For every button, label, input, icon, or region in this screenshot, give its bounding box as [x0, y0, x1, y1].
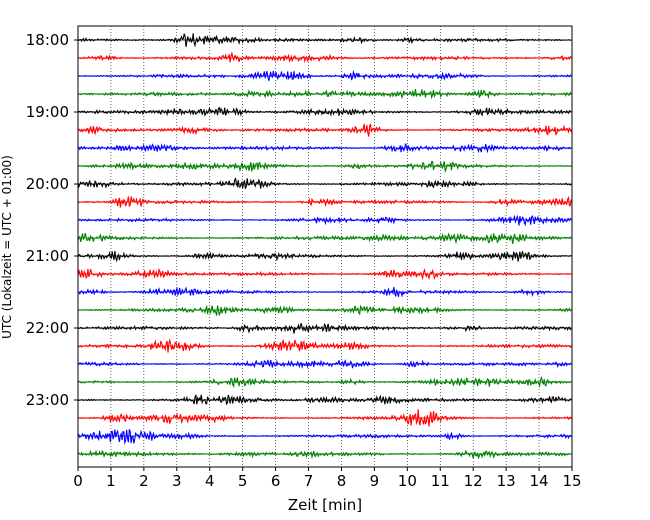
- x-tick-label: 12: [464, 472, 483, 490]
- trace-1945: [77, 161, 572, 174]
- y-tick-label: 22:00: [26, 319, 69, 337]
- y-axis-label: UTC (Lokalzeit = UTC + 01:00): [0, 155, 14, 339]
- x-tick-label: 13: [497, 472, 516, 490]
- x-tick-label: 15: [562, 472, 581, 490]
- x-tick-label: 1: [106, 472, 116, 490]
- y-tick-label: 23:00: [26, 391, 69, 409]
- trace-2330: [77, 429, 572, 445]
- trace-1845: [77, 89, 572, 100]
- x-tick-label: 8: [337, 472, 347, 490]
- y-tick-label: 21:00: [26, 247, 69, 265]
- trace-1815: [77, 51, 572, 64]
- trace-2115: [77, 268, 572, 281]
- trace-1915: [77, 123, 572, 137]
- trace-2000: [77, 177, 572, 190]
- x-tick-label: 7: [304, 472, 314, 490]
- trace-2130: [77, 286, 572, 298]
- x-tick-label: 6: [271, 472, 281, 490]
- trace-1830: [77, 69, 572, 81]
- trace-2245: [77, 375, 572, 388]
- x-tick-label: 10: [398, 472, 417, 490]
- trace-2215: [77, 338, 572, 353]
- x-axis: 0 1 2 3 4 5 6 7 8 9 10 11 12 13 14 15: [73, 467, 582, 490]
- trace-2100: [77, 250, 572, 263]
- plot-frame: [77, 25, 573, 468]
- trace-2345: [77, 449, 572, 460]
- x-tick-label: 4: [205, 472, 215, 490]
- x-tick-label: 5: [238, 472, 248, 490]
- x-tick-label: 11: [431, 472, 450, 490]
- x-tick-label: 14: [530, 472, 549, 490]
- trace-2030: [77, 214, 572, 227]
- trace-1800: [77, 33, 572, 48]
- trace-2045: [77, 232, 572, 245]
- y-axis: 18:00 19:00 20:00 21:00 22:00 23:00: [26, 31, 78, 409]
- x-tick-label: 2: [139, 472, 149, 490]
- trace-2200: [77, 322, 572, 334]
- x-axis-label: Zeit [min]: [288, 496, 362, 514]
- y-tick-label: 20:00: [26, 175, 69, 193]
- x-tick-label: 0: [73, 472, 83, 490]
- x-tick-label: 9: [370, 472, 380, 490]
- trace-2315: [77, 409, 572, 427]
- trace-1900: [77, 106, 572, 117]
- trace-2145: [77, 304, 572, 316]
- trace-1930: [77, 143, 572, 154]
- x-tick-label: 3: [172, 472, 182, 490]
- trace-2015: [77, 195, 572, 208]
- trace-2230: [77, 359, 572, 370]
- y-tick-label: 19:00: [26, 103, 69, 121]
- trace-2300: [77, 394, 572, 406]
- seismic-traces: [77, 33, 572, 460]
- y-tick-label: 18:00: [26, 31, 69, 49]
